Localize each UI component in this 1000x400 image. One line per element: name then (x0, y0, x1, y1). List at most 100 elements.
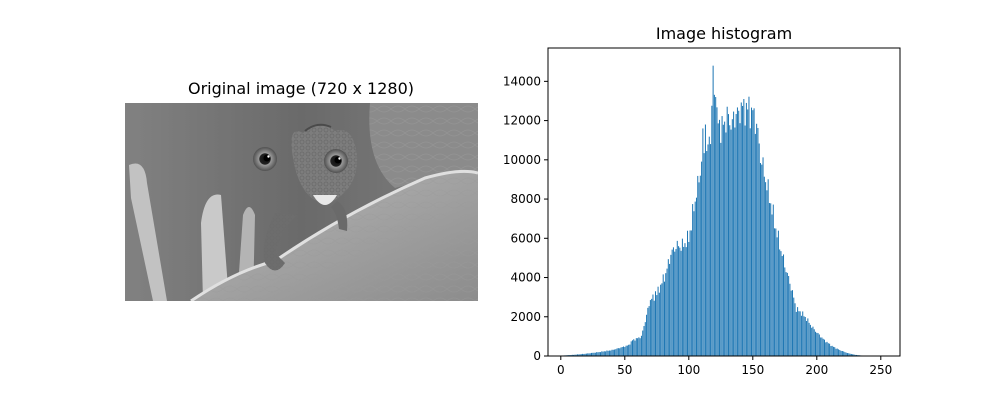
x-tick-label: 150 (741, 363, 764, 377)
histogram-bar (816, 332, 818, 356)
histogram-bar (806, 320, 808, 356)
histogram-bar (719, 119, 721, 356)
histogram-bar (799, 311, 801, 356)
histogram-bar (793, 297, 795, 356)
histogram-bar (587, 353, 589, 356)
histogram-bar (829, 343, 831, 356)
histogram-bar (598, 352, 600, 356)
histogram-bar (722, 124, 724, 356)
histogram-bar (852, 354, 854, 356)
histogram-bar (687, 230, 689, 356)
histogram-bar (703, 153, 705, 356)
histogram-bar (626, 345, 628, 356)
histogram-bar (593, 352, 595, 356)
histogram-bar (602, 351, 604, 356)
histogram-bar (708, 136, 710, 356)
histogram-bar (603, 351, 605, 356)
histogram-bar (594, 352, 596, 356)
histogram-bar (579, 354, 581, 356)
histogram-bar (756, 123, 758, 357)
histogram-bar (781, 256, 783, 356)
histogram-bar (639, 338, 641, 356)
y-tick-label: 14000 (503, 74, 541, 88)
histogram-bar (811, 327, 813, 356)
histogram-bar (770, 203, 772, 356)
histogram-bar (716, 107, 718, 356)
histogram-bar (715, 97, 717, 356)
histogram-bar (791, 290, 793, 356)
histogram-bar (774, 228, 776, 356)
histogram-bar (823, 339, 825, 356)
histogram-bar (671, 249, 673, 356)
histogram-bar (813, 329, 815, 356)
histogram-bar (736, 107, 738, 356)
histogram-bar (607, 350, 609, 356)
histogram-bar (685, 247, 687, 356)
histogram-bar (652, 294, 654, 356)
histogram-bar (694, 201, 696, 356)
histogram-bar (855, 354, 857, 356)
histogram-bar (772, 204, 774, 356)
histogram-bar (606, 350, 608, 356)
histogram-bar (779, 249, 781, 356)
histogram-bar (848, 353, 850, 356)
image-title: Original image (720 x 1280) (188, 79, 414, 98)
histogram-bar (674, 251, 676, 356)
histogram-bar (697, 175, 699, 356)
histogram-bar (710, 144, 712, 356)
histogram-bar (702, 128, 704, 356)
histogram-bar (721, 116, 723, 356)
histogram-bar (646, 314, 648, 356)
histogram-bar (643, 326, 645, 356)
histogram-bar (638, 337, 640, 356)
histogram-bar (815, 331, 817, 356)
histogram-bar (619, 348, 621, 356)
histogram-bar (827, 343, 829, 356)
histogram-bar (670, 254, 672, 356)
histogram-bar (578, 354, 580, 356)
histogram-bar (633, 339, 635, 356)
histogram-bar (698, 182, 700, 356)
histogram-bar (644, 322, 646, 356)
x-tick-label: 50 (617, 363, 632, 377)
histogram-bar (729, 125, 731, 356)
histogram-bar (675, 249, 677, 356)
histogram-bar (753, 108, 755, 356)
histogram-bar (830, 346, 832, 356)
histogram-bar (660, 284, 662, 356)
histogram-bar (610, 350, 612, 356)
histogram-bar (655, 291, 657, 356)
y-tick-label: 6000 (510, 231, 541, 245)
histogram-bar (807, 318, 809, 356)
histogram-bar (683, 246, 685, 356)
histogram-bar (616, 348, 618, 356)
histogram-bar (854, 354, 856, 356)
histogram-bar (704, 124, 706, 356)
histogram-bar (839, 350, 841, 356)
histogram-bar (797, 307, 799, 356)
histogram-bar (629, 344, 631, 356)
histogram-bar (608, 350, 610, 356)
histogram-bar (661, 283, 663, 356)
histogram-bar (621, 347, 623, 356)
histogram-bar (640, 335, 642, 356)
histogram-bar (788, 275, 790, 356)
histogram-bar (628, 344, 630, 356)
histogram-bar (672, 247, 674, 356)
histogram-bar (742, 105, 744, 357)
histogram-bar (630, 341, 632, 356)
histogram-bar (615, 349, 617, 356)
histogram-bar (688, 241, 690, 356)
histogram-title: Image histogram (655, 24, 793, 43)
histogram-bar (831, 345, 833, 356)
histogram-bar (740, 102, 742, 357)
histogram-bar (803, 316, 805, 356)
histogram-bar (727, 114, 729, 356)
histogram-bar (605, 351, 607, 356)
x-tick-label: 250 (869, 363, 892, 377)
histogram-bar (763, 176, 765, 356)
histogram-bar (648, 306, 650, 356)
histogram-bar (631, 340, 633, 356)
histogram-bar (784, 267, 786, 356)
